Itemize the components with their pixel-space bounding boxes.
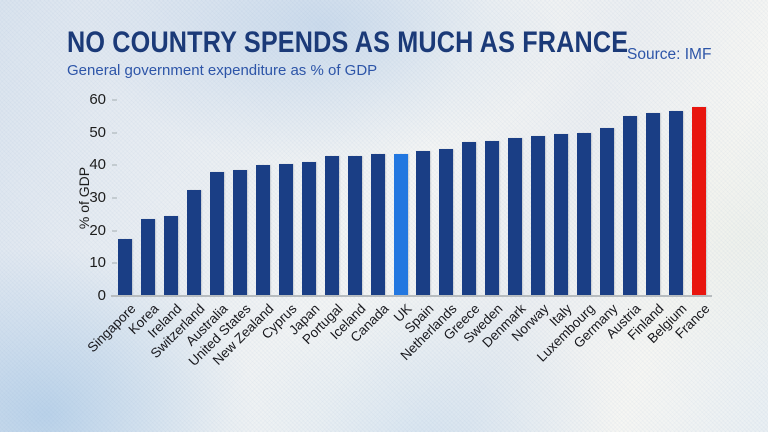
bar-singapore bbox=[118, 238, 132, 296]
y-tick-0: 0 bbox=[97, 287, 106, 304]
y-tick-20: 20 bbox=[89, 221, 106, 239]
bar-italy bbox=[554, 134, 569, 296]
plot-area bbox=[118, 100, 706, 296]
bar-spain bbox=[416, 150, 431, 296]
y-tick-mark-60 bbox=[112, 99, 117, 101]
y-tick-50: 50 bbox=[89, 123, 106, 141]
source-credit: Source: IMF bbox=[627, 46, 712, 63]
bar-sweden bbox=[485, 140, 500, 296]
bar-iceland bbox=[347, 155, 362, 296]
bar-germany bbox=[600, 127, 615, 296]
bar-france bbox=[692, 106, 706, 296]
bar-greece bbox=[462, 142, 477, 296]
bar-cyprus bbox=[278, 163, 293, 296]
bar-japan bbox=[301, 162, 316, 296]
x-axis-line bbox=[111, 295, 712, 297]
bar-denmark bbox=[508, 137, 523, 296]
bar-belgium bbox=[669, 111, 684, 296]
bar-united-states bbox=[232, 170, 247, 296]
chart-subtitle: General government expenditure as % of G… bbox=[67, 62, 378, 79]
y-tick-mark-50 bbox=[112, 131, 117, 134]
bar-new-zealand bbox=[255, 165, 270, 296]
bar-luxembourg bbox=[577, 132, 592, 296]
y-tick-mark-10 bbox=[112, 262, 117, 265]
chart-title: NO COUNTRY SPENDS AS MUCH AS FRANCE bbox=[67, 26, 629, 59]
bar-finland bbox=[646, 113, 661, 296]
bar-switzerland bbox=[186, 189, 201, 296]
y-tick-40: 40 bbox=[89, 156, 106, 174]
bar-portugal bbox=[324, 155, 339, 296]
y-tick-mark-30 bbox=[112, 197, 117, 199]
y-tick-60: 60 bbox=[89, 91, 106, 108]
bar-ireland bbox=[163, 215, 178, 296]
bar-uk bbox=[393, 153, 408, 296]
y-tick-mark-20 bbox=[112, 229, 117, 232]
y-tick-10: 10 bbox=[89, 254, 106, 272]
bar-canada bbox=[370, 153, 385, 296]
bar-australia bbox=[209, 171, 224, 296]
bar-korea bbox=[140, 219, 155, 296]
bar-austria bbox=[623, 116, 638, 296]
y-tick-30: 30 bbox=[89, 189, 106, 206]
bar-netherlands bbox=[439, 149, 454, 296]
y-tick-mark-40 bbox=[112, 164, 117, 167]
bar-norway bbox=[531, 135, 546, 296]
